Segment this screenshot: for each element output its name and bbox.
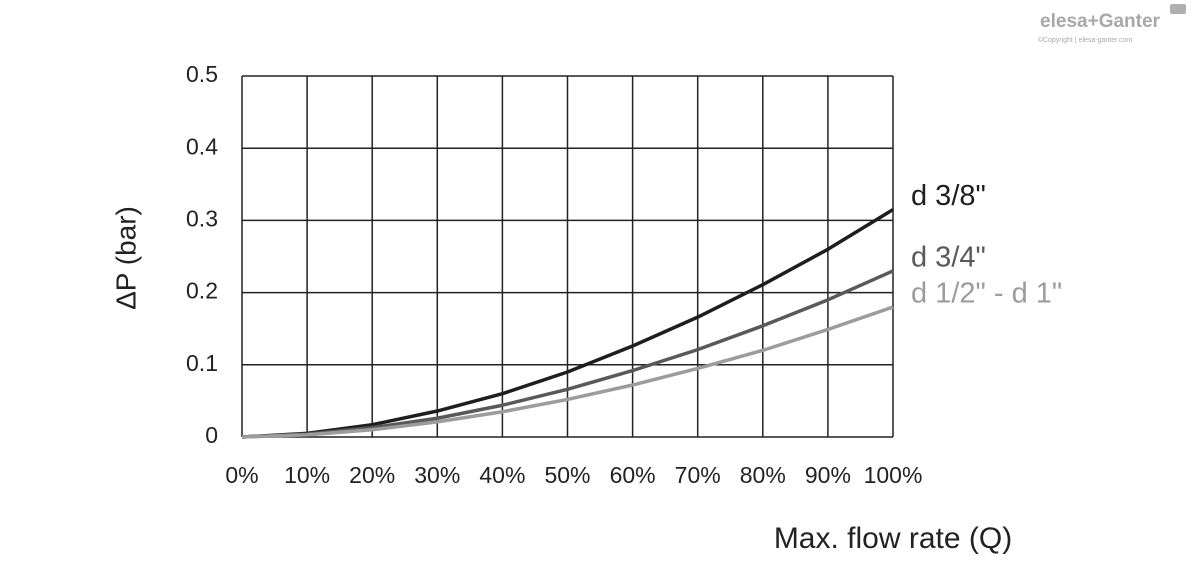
y-tick-label: 0.4: [186, 133, 218, 159]
x-tick-label: 20%: [349, 462, 395, 488]
y-tick-label: 0.1: [186, 350, 218, 376]
x-tick-label: 80%: [740, 462, 786, 488]
series-label: d 3/8": [911, 180, 986, 212]
x-tick-label: 30%: [414, 462, 460, 488]
x-tick-label: 10%: [284, 462, 330, 488]
x-tick-label: 40%: [479, 462, 525, 488]
x-tick-label: 100%: [864, 462, 923, 488]
y-tick-label: 0: [205, 422, 218, 448]
y-tick-label: 0.3: [186, 205, 218, 231]
copyright: ©Copyright | elesa-ganter.com: [1038, 36, 1133, 44]
brand-logo: elesa+Ganter: [1040, 11, 1160, 32]
series-label: d 1/2" - d 1": [911, 278, 1062, 310]
brand-badge: [1170, 4, 1186, 14]
x-tick-label: 60%: [610, 462, 656, 488]
y-tick-label: 0.5: [186, 61, 218, 87]
x-axis-title: Max. flow rate (Q): [774, 522, 1012, 555]
series-line: [241, 305, 894, 439]
x-tick-label: 90%: [805, 462, 851, 488]
x-tick-label: 50%: [544, 462, 590, 488]
x-tick-label: 0%: [225, 462, 258, 488]
y-tick-label: 0.2: [186, 278, 218, 304]
series-label: d 3/4": [911, 242, 986, 274]
x-tick-label: 70%: [675, 462, 721, 488]
y-axis-title: ΔP (bar): [110, 206, 141, 310]
series-line: [241, 208, 894, 439]
